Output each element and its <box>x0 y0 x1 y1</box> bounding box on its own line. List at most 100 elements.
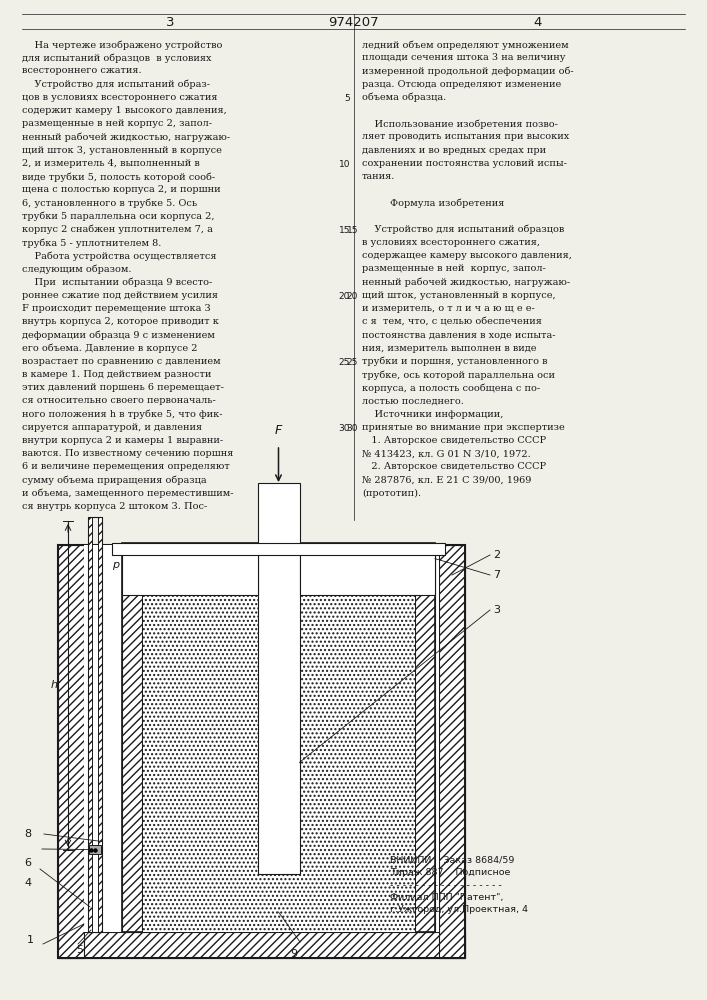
Text: постоянства давления в ходе испыта-: постоянства давления в ходе испыта- <box>362 330 556 339</box>
Text: ВНИИПИ    Заказ 8684/59: ВНИИПИ Заказ 8684/59 <box>390 856 515 864</box>
Text: Устройство для испытаний образ-: Устройство для испытаний образ- <box>22 80 210 89</box>
Text: сируется аппаратурой, и давления: сируется аппаратурой, и давления <box>22 423 202 432</box>
Bar <box>98 517 102 932</box>
Text: с я  тем, что, с целью обеспечения: с я тем, что, с целью обеспечения <box>362 317 542 326</box>
Text: ния, измеритель выполнен в виде: ния, измеритель выполнен в виде <box>362 344 537 353</box>
Text: объема образца.: объема образца. <box>362 93 446 102</box>
Bar <box>88 517 102 932</box>
Text: содержащее камеру высокого давления,: содержащее камеру высокого давления, <box>362 251 572 260</box>
Text: внутрь корпуса 2, которое приводит к: внутрь корпуса 2, которое приводит к <box>22 317 219 326</box>
Text: размещенные в ней корпус 2, запол-: размещенные в ней корпус 2, запол- <box>22 119 212 128</box>
Text: г.Ужгород, ул.Проектная, 4: г.Ужгород, ул.Проектная, 4 <box>390 906 528 914</box>
Text: 5: 5 <box>76 945 83 955</box>
Text: трубки 5 параллельна оси корпуса 2,: трубки 5 параллельна оси корпуса 2, <box>22 212 214 221</box>
Text: для испытаний образцов  в условиях: для испытаний образцов в условиях <box>22 53 211 63</box>
Text: ся относительно своего первоначаль-: ся относительно своего первоначаль- <box>22 396 216 405</box>
Text: ного положения h в трубке 5, что фик-: ного положения h в трубке 5, что фик- <box>22 410 223 419</box>
Text: его объема. Давление в корпусе 2: его объема. Давление в корпусе 2 <box>22 344 197 353</box>
Text: этих давлений поршень 6 перемещает-: этих давлений поршень 6 перемещает- <box>22 383 224 392</box>
Text: 4: 4 <box>25 878 32 888</box>
Text: щий шток, установленный в корпусе,: щий шток, установленный в корпусе, <box>362 291 556 300</box>
Text: трубки и поршня, установленного в: трубки и поршня, установленного в <box>362 357 547 366</box>
Bar <box>439 545 465 958</box>
Text: сохранении постоянства условий испы-: сохранении постоянства условий испы- <box>362 159 567 168</box>
Bar <box>257 483 300 874</box>
Text: h: h <box>51 680 58 690</box>
Text: 8: 8 <box>25 829 32 839</box>
Text: щий шток 3, установленный в корпусе: щий шток 3, установленный в корпусе <box>22 146 222 155</box>
Text: 2: 2 <box>493 550 500 560</box>
Text: 9: 9 <box>291 949 298 959</box>
Text: 7: 7 <box>493 570 500 580</box>
Bar <box>58 932 465 958</box>
Text: 2. Авторское свидетельство СССР: 2. Авторское свидетельство СССР <box>362 462 546 471</box>
Text: корпус 2 снабжен уплотнителем 7, а: корпус 2 снабжен уплотнителем 7, а <box>22 225 213 234</box>
Text: ненный рабочей жидкостью, нагружаю-: ненный рабочей жидкостью, нагружаю- <box>362 278 570 287</box>
Text: 6, установленного в трубке 5. Ось: 6, установленного в трубке 5. Ось <box>22 198 197 208</box>
Text: 20: 20 <box>339 292 350 301</box>
Bar <box>84 545 439 932</box>
Text: виде трубки 5, полость которой сооб-: виде трубки 5, полость которой сооб- <box>22 172 215 182</box>
Bar <box>58 545 465 958</box>
Text: 10: 10 <box>339 160 350 169</box>
Text: сумму объема приращения образца: сумму объема приращения образца <box>22 476 206 485</box>
Text: измеренной продольной деформации об-: измеренной продольной деформации об- <box>362 66 573 76</box>
Text: 3: 3 <box>165 15 174 28</box>
Text: щена с полостью корпуса 2, и поршни: щена с полостью корпуса 2, и поршни <box>22 185 221 194</box>
Text: 30: 30 <box>346 424 358 433</box>
Text: Источники информации,: Источники информации, <box>362 410 503 419</box>
Text: следующим образом.: следующим образом. <box>22 264 132 274</box>
Text: Формула изобретения: Формула изобретения <box>362 198 504 208</box>
Text: Филиал ППП "Патент",: Филиал ППП "Патент", <box>390 893 503 902</box>
Bar <box>415 543 435 932</box>
Text: ненный рабочей жидкостью, нагружаю-: ненный рабочей жидкостью, нагружаю- <box>22 132 230 142</box>
Text: 6: 6 <box>25 858 32 868</box>
Text: 6 и величине перемещения определяют: 6 и величине перемещения определяют <box>22 462 230 471</box>
Text: 20: 20 <box>346 292 358 301</box>
Bar <box>58 545 84 958</box>
Text: 25: 25 <box>339 358 350 367</box>
Text: На чертеже изображено устройство: На чертеже изображено устройство <box>22 40 223 49</box>
Text: № 413423, кл. G 01 N 3/10, 1972.: № 413423, кл. G 01 N 3/10, 1972. <box>362 449 531 458</box>
Text: 30: 30 <box>339 424 350 433</box>
Bar <box>89 845 101 854</box>
Text: (прототип).: (прототип). <box>362 489 421 498</box>
Bar <box>122 543 435 932</box>
Bar <box>122 543 257 595</box>
Text: Работа устройства осуществляется: Работа устройства осуществляется <box>22 251 216 261</box>
Text: Использование изобретения позво-: Использование изобретения позво- <box>362 119 558 129</box>
Text: давлениях и во вредных средах при: давлениях и во вредных средах при <box>362 146 546 155</box>
Bar <box>142 595 415 932</box>
Text: 15: 15 <box>346 226 358 235</box>
Text: F происходит перемещение штока 3: F происходит перемещение штока 3 <box>22 304 211 313</box>
Bar <box>122 543 142 932</box>
Text: Тираж 887    Подписное: Тираж 887 Подписное <box>390 868 510 877</box>
Text: 15: 15 <box>339 226 350 235</box>
Text: 1: 1 <box>26 935 33 945</box>
Text: 3: 3 <box>493 605 500 615</box>
Text: в условиях всестороннего сжатия,: в условиях всестороннего сжатия, <box>362 238 540 247</box>
Text: ляет проводить испытания при высоких: ляет проводить испытания при высоких <box>362 132 569 141</box>
Text: ваются. По известному сечению поршня: ваются. По известному сечению поршня <box>22 449 233 458</box>
Text: № 287876, кл. E 21 C 39/00, 1969: № 287876, кл. E 21 C 39/00, 1969 <box>362 476 532 485</box>
Text: ледний объем определяют умножением: ледний объем определяют умножением <box>362 40 568 49</box>
Bar <box>88 517 92 932</box>
Bar <box>112 543 445 555</box>
Text: в камере 1. Под действием разности: в камере 1. Под действием разности <box>22 370 211 379</box>
Text: площади сечения штока 3 на величину: площади сечения штока 3 на величину <box>362 53 566 62</box>
Text: принятые во внимание при экспертизе: принятые во внимание при экспертизе <box>362 423 565 432</box>
Text: трубке, ось которой параллельна оси: трубке, ось которой параллельна оси <box>362 370 555 379</box>
Text: роннее сжатие под действием усилия: роннее сжатие под действием усилия <box>22 291 218 300</box>
Text: 1. Авторское свидетельство СССР: 1. Авторское свидетельство СССР <box>362 436 546 445</box>
Text: Устройство для испытаний образцов: Устройство для испытаний образцов <box>362 225 564 234</box>
Text: размещенные в ней  корпус, запол-: размещенные в ней корпус, запол- <box>362 264 546 273</box>
Text: содержит камеру 1 высокого давления,: содержит камеру 1 высокого давления, <box>22 106 227 115</box>
Text: корпуса, а полость сообщена с по-: корпуса, а полость сообщена с по- <box>362 383 540 393</box>
Text: цов в условиях всестороннего сжатия: цов в условиях всестороннего сжатия <box>22 93 218 102</box>
Text: 974207: 974207 <box>327 15 378 28</box>
Text: ся внутрь корпуса 2 штоком 3. Пос-: ся внутрь корпуса 2 штоком 3. Пос- <box>22 502 207 511</box>
Text: и объема, замещенного переместившим-: и объема, замещенного переместившим- <box>22 489 233 498</box>
Text: - - - - - - - - - - - - - - - - - -: - - - - - - - - - - - - - - - - - - <box>390 880 502 890</box>
Text: разца. Отсюда определяют изменение: разца. Отсюда определяют изменение <box>362 80 561 89</box>
Text: F: F <box>275 424 282 437</box>
